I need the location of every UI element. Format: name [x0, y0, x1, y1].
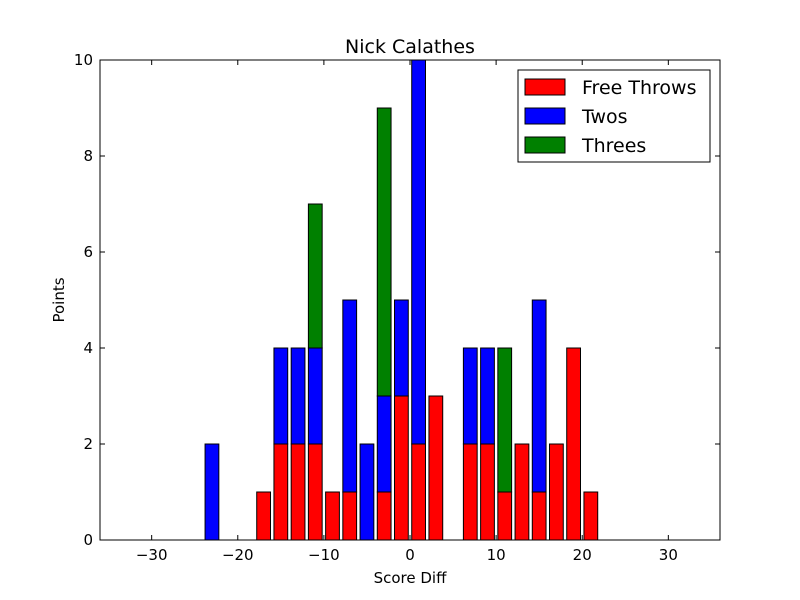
x-tick-label: −30 [136, 546, 168, 564]
bar-free-throws [531, 491, 547, 541]
legend-label-free-throws: Free Throws [582, 77, 696, 99]
bar-twos [376, 395, 392, 493]
bar-twos [531, 299, 547, 493]
y-tick-label: 10 [74, 51, 93, 69]
bar-twos [290, 347, 306, 445]
bar-free-throws [566, 347, 581, 541]
legend: Free Throws Twos Threes [517, 69, 711, 163]
bar-free-throws [549, 443, 564, 541]
x-axis-label: Score Diff [374, 569, 447, 587]
legend-swatch-twos [524, 107, 566, 125]
y-tick-label: 6 [83, 243, 93, 261]
bar-free-throws [514, 443, 530, 541]
x-tick-label: −20 [222, 546, 254, 564]
bar-free-throws [583, 491, 599, 541]
bars-group [204, 59, 599, 541]
x-tick-label: 0 [405, 546, 415, 564]
bar-twos [462, 347, 478, 445]
chart-title: Nick Calathes [345, 36, 475, 58]
bar-free-throws [290, 443, 306, 541]
bar-free-throws [428, 395, 444, 541]
bar-twos [359, 443, 375, 541]
y-axis-label: Points [50, 277, 68, 322]
bar-free-throws [394, 395, 409, 541]
x-tick-label: 10 [487, 546, 506, 564]
bar-twos [480, 347, 495, 445]
bar-free-throws [325, 491, 340, 541]
bar-twos [273, 347, 289, 445]
bar-threes [307, 203, 323, 349]
bar-twos [342, 299, 358, 493]
bar-free-throws [462, 443, 478, 541]
bar-free-throws [342, 491, 358, 541]
legend-label-twos: Twos [581, 106, 628, 128]
x-tick-label: 20 [573, 546, 592, 564]
bar-free-throws [376, 491, 392, 541]
bar-free-throws [480, 443, 495, 541]
y-tick-label: 4 [83, 339, 93, 357]
bar-free-throws [411, 443, 427, 541]
bar-free-throws [256, 491, 272, 541]
x-tick-label: −10 [308, 546, 340, 564]
legend-swatch-threes [524, 136, 566, 154]
bar-twos [204, 443, 220, 541]
bar-free-throws [497, 491, 513, 541]
bar-twos [307, 347, 323, 445]
x-tick-label: 30 [659, 546, 678, 564]
bar-free-throws [307, 443, 323, 541]
bar-twos [411, 59, 427, 445]
y-tick-label: 8 [83, 147, 93, 165]
y-tick-label: 0 [83, 531, 93, 549]
legend-swatch-free-throws [524, 78, 566, 96]
bar-free-throws [273, 443, 289, 541]
bar-threes [497, 347, 513, 493]
bar-twos [394, 299, 409, 397]
legend-label-threes: Threes [581, 135, 646, 157]
y-tick-label: 2 [83, 435, 93, 453]
bar-threes [376, 107, 392, 397]
ticks-group: −30 −20 −10 0 10 20 30 0 2 4 6 8 10 [74, 51, 720, 564]
